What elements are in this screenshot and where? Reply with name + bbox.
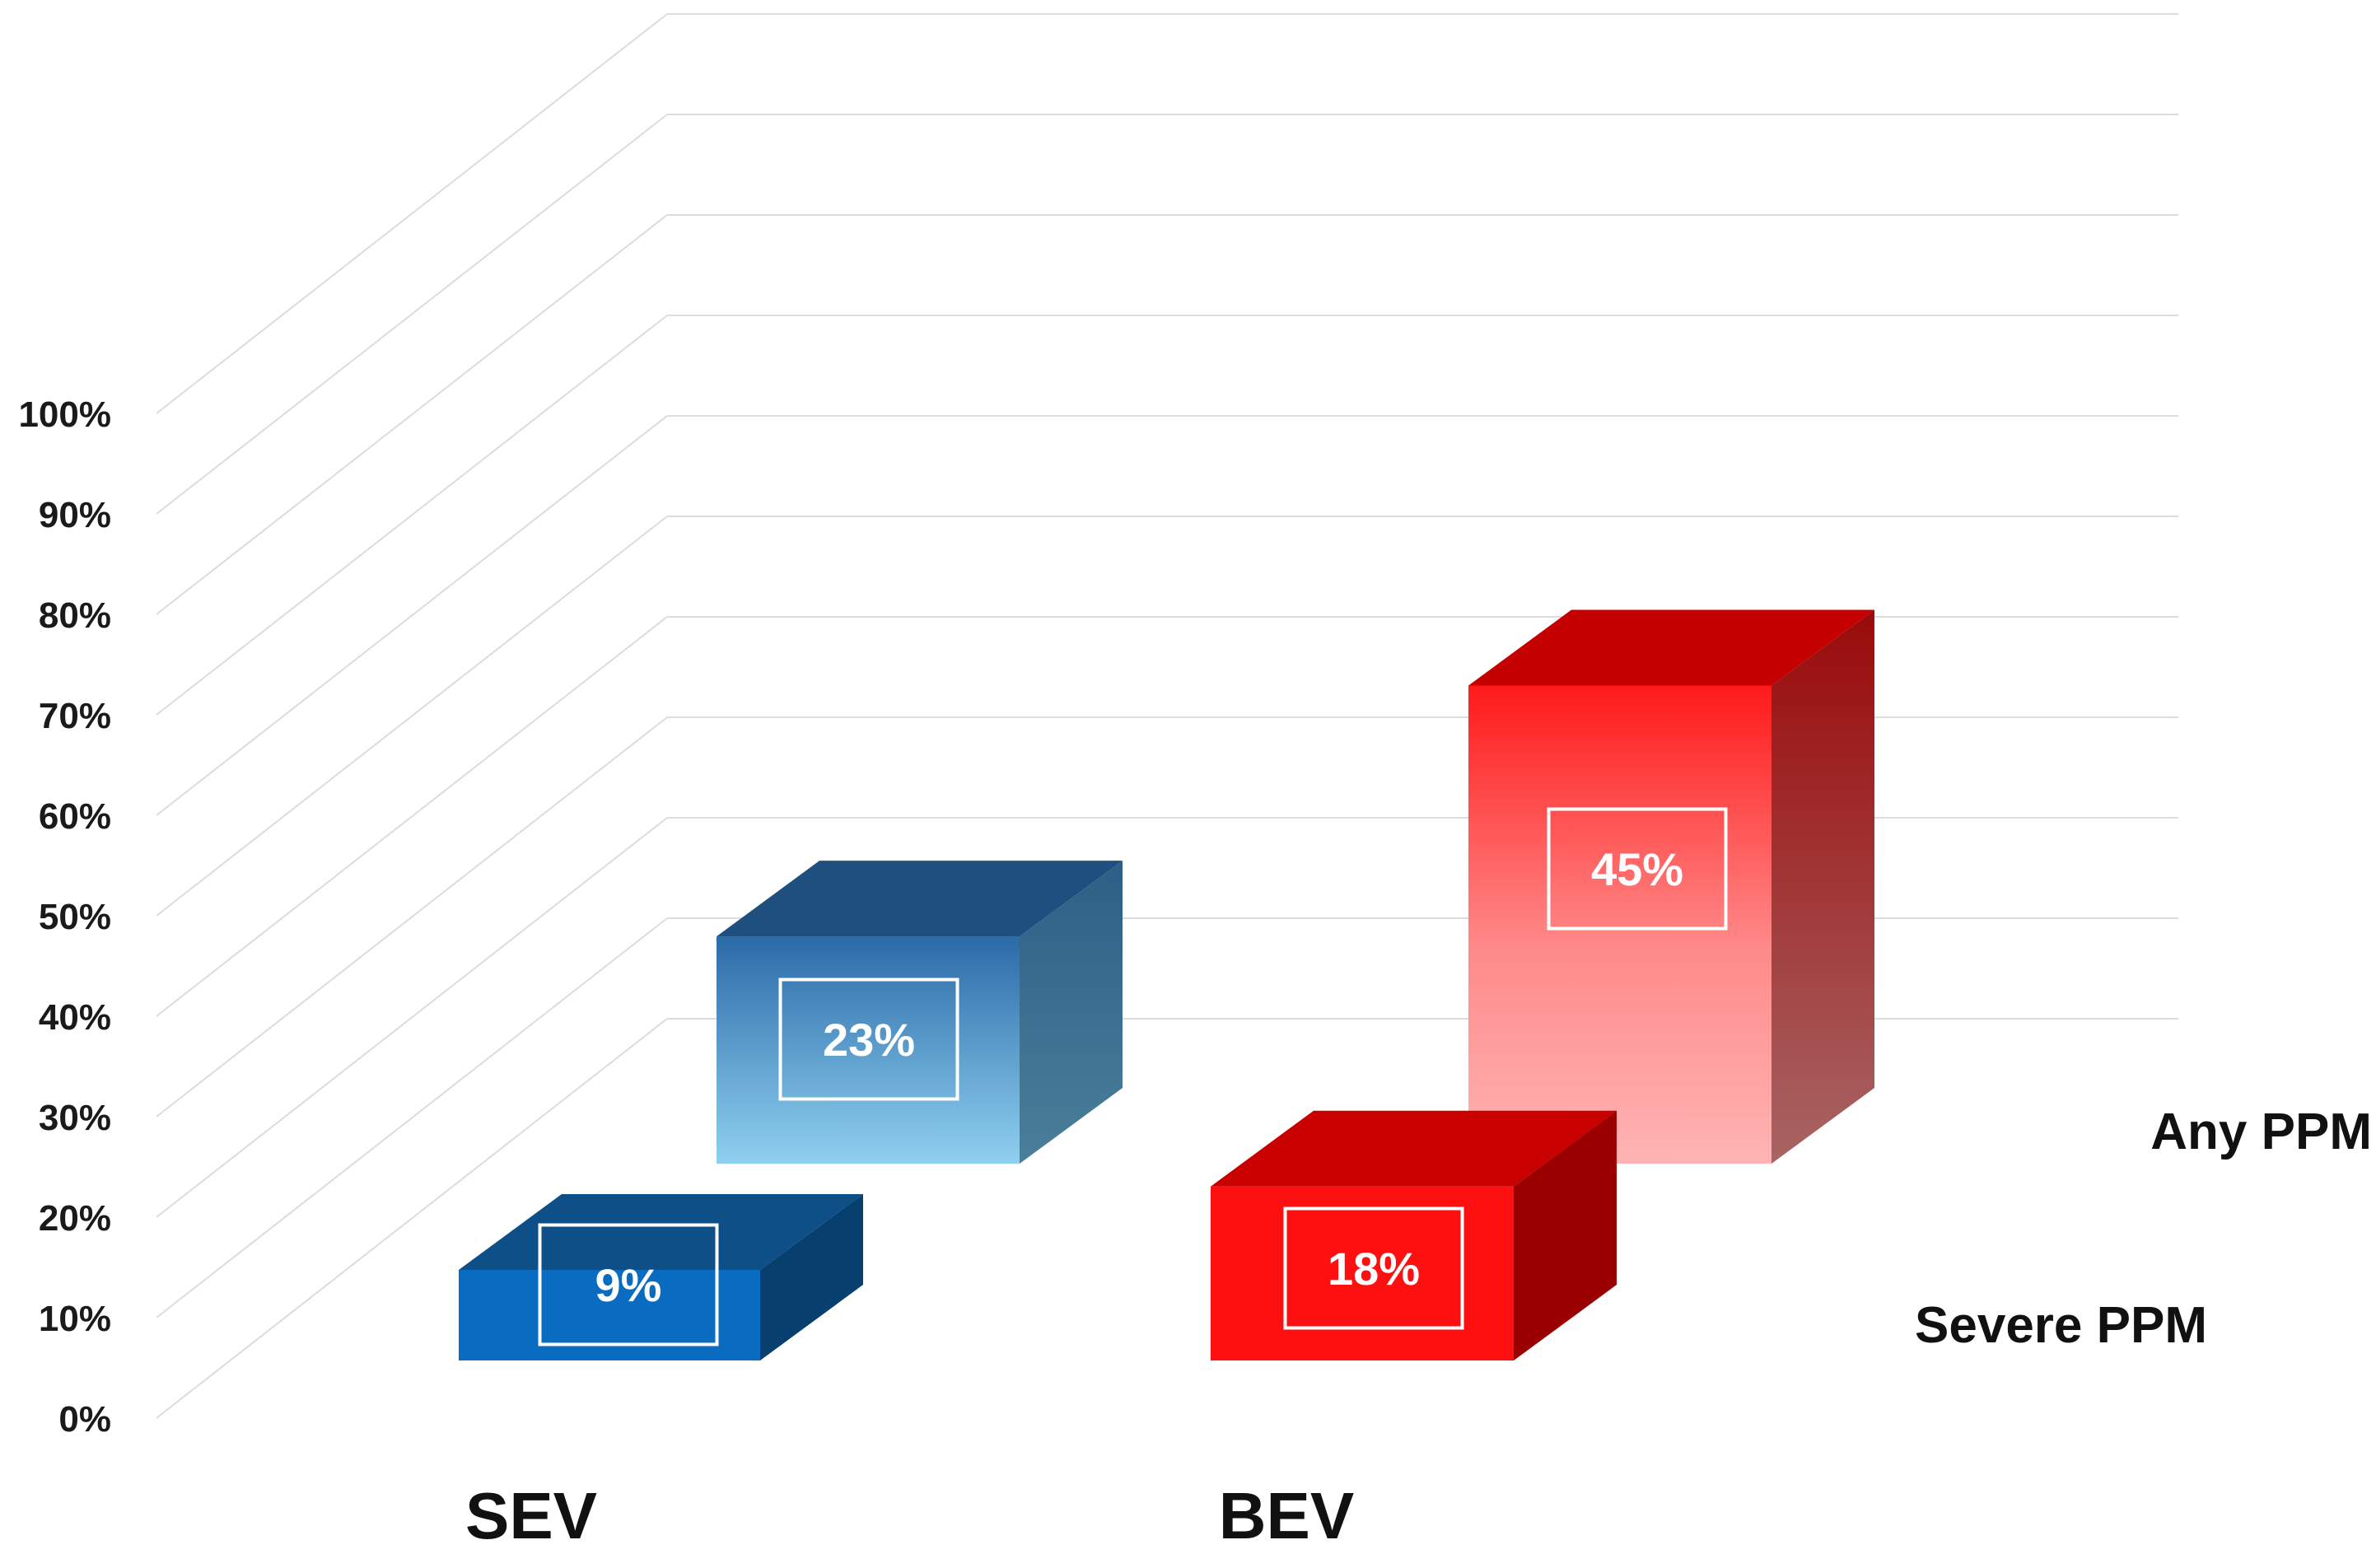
- bar-bev-any-ppm-top: [1468, 609, 1874, 686]
- bar-bev-severe-ppm: [1211, 1110, 1617, 1360]
- gridline-side: [156, 13, 668, 414]
- y-tick-label: 20%: [39, 1198, 111, 1239]
- gridline-side: [156, 1018, 668, 1419]
- gridline-side: [156, 817, 668, 1218]
- bar-bev-any-ppm-front: [1468, 685, 1771, 1164]
- category-label-sev: SEV: [465, 1479, 597, 1552]
- value-label-bev-severe-ppm-frame: [1283, 1206, 1464, 1330]
- gridlines: [156, 13, 2178, 1419]
- bar-bev-any-ppm-side: [1771, 609, 1874, 1164]
- y-tick-label: 80%: [39, 595, 111, 636]
- y-tick-label: 50%: [39, 897, 111, 937]
- y-tick-label: 60%: [39, 796, 111, 837]
- bar-sev-any-ppm: [717, 861, 1123, 1164]
- gridline-side: [156, 716, 668, 1118]
- value-label-sev-severe-ppm-frame: [538, 1223, 719, 1346]
- value-label-sev-any-ppm: 23%: [823, 1014, 915, 1066]
- y-tick-label: 0%: [58, 1399, 111, 1440]
- value-label-sev-severe-ppm: 9%: [595, 1259, 662, 1311]
- bar-bev-severe-ppm-side: [1514, 1110, 1617, 1360]
- gridline-side: [156, 516, 668, 917]
- gridline-side: [156, 114, 668, 515]
- bar-sev-severe-ppm-top: [459, 1194, 863, 1270]
- value-label-bev-any-ppm-frame: [1547, 807, 1728, 931]
- y-tick-label: 30%: [39, 1098, 111, 1138]
- y-axis-ticks: 0% 10% 20% 30% 40% 50% 60% 70% 80% 90% 100%: [18, 394, 111, 1440]
- series-label-any-ppm: Any PPM: [2150, 1104, 2372, 1160]
- y-tick-label: 70%: [39, 696, 111, 736]
- bar-sev-any-ppm-side: [1020, 861, 1123, 1164]
- bar-sev-any-ppm-front: [717, 936, 1020, 1164]
- bar-sev-any-ppm-top: [717, 861, 1123, 937]
- bars: [459, 609, 1874, 1360]
- y-tick-label: 40%: [39, 997, 111, 1038]
- gridline-side: [156, 917, 668, 1318]
- bar-bev-severe-ppm-top: [1211, 1110, 1617, 1187]
- gridline-side: [156, 616, 668, 1017]
- value-label-bev-severe-ppm: 18%: [1328, 1243, 1420, 1295]
- value-label-bev-any-ppm: 45%: [1591, 843, 1683, 895]
- value-label-sev-any-ppm-frame: [778, 978, 959, 1101]
- bar-bev-any-ppm: [1468, 609, 1874, 1164]
- labels: 23% 45% 9% 18% SEV BEV Any PPM Severe PPM: [465, 807, 2372, 1552]
- gridline-side: [156, 415, 668, 816]
- gridline-side: [156, 315, 668, 716]
- category-label-bev: BEV: [1219, 1479, 1355, 1552]
- y-tick-label: 10%: [39, 1299, 111, 1339]
- bar-sev-severe-ppm-side: [760, 1194, 863, 1360]
- gridline-side: [156, 214, 668, 615]
- y-tick-label: 100%: [18, 394, 111, 435]
- y-tick-label: 90%: [39, 495, 111, 535]
- series-label-severe-ppm: Severe PPM: [1915, 1297, 2207, 1354]
